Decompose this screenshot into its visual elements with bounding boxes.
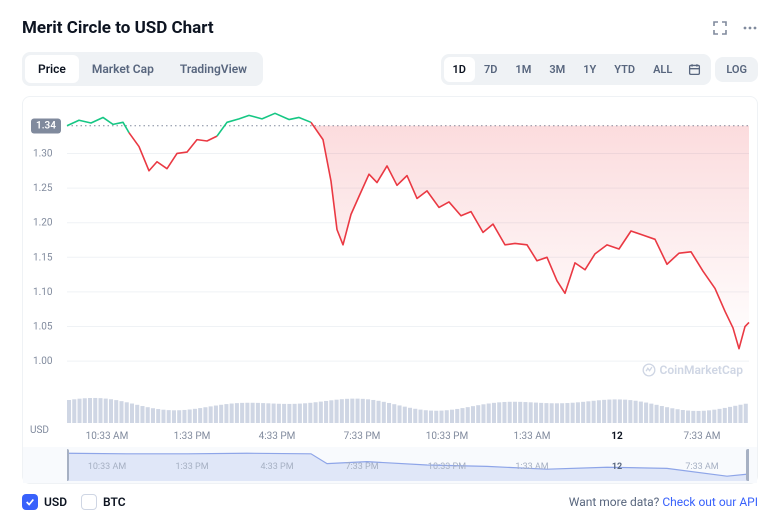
api-cta: Want more data? Check out our API (569, 495, 758, 509)
svg-text:10:33 PM: 10:33 PM (426, 431, 468, 442)
svg-text:1:33 PM: 1:33 PM (174, 431, 211, 442)
watermark: CoinMarketCap (642, 363, 743, 377)
range-1d[interactable]: 1D (444, 57, 475, 82)
svg-text:4:33 PM: 4:33 PM (260, 462, 293, 472)
svg-text:7:33 AM: 7:33 AM (683, 431, 720, 442)
range-all[interactable]: ALL (644, 57, 681, 82)
range-tabs: 1D7D1M3M1YYTDALL (441, 54, 712, 85)
svg-text:1:33 PM: 1:33 PM (175, 462, 208, 472)
tab-tradingview[interactable]: TradingView (167, 55, 260, 83)
svg-text:7:33 PM: 7:33 PM (344, 431, 381, 442)
range-7d[interactable]: 7D (475, 57, 506, 82)
svg-text:10:33 PM: 10:33 PM (428, 462, 466, 472)
svg-text:1.20: 1.20 (33, 218, 53, 229)
range-1y[interactable]: 1Y (574, 57, 605, 82)
svg-text:10:33 AM: 10:33 AM (88, 462, 127, 472)
volume-bars: USD (23, 387, 757, 425)
toggle-btc[interactable]: BTC (81, 494, 126, 510)
price-chart[interactable]: 1.00 1.05 1.10 1.15 1.20 1.25 1.30 1.34 CoinMa… (23, 97, 757, 387)
x-axis: 10:33 AM 1:33 PM 4:33 PM 7:33 PM 10:33 PM 1:3… (23, 425, 757, 447)
svg-text:1.25: 1.25 (33, 183, 53, 194)
range-3m[interactable]: 3M (540, 57, 574, 82)
expand-icon[interactable] (712, 20, 728, 36)
svg-text:1:33 AM: 1:33 AM (515, 462, 548, 472)
api-link[interactable]: Check out our API (662, 495, 758, 509)
more-icon[interactable] (742, 20, 758, 36)
svg-text:1.05: 1.05 (33, 322, 53, 333)
page-title: Merit Circle to USD Chart (22, 18, 214, 38)
svg-text:1.10: 1.10 (33, 287, 53, 298)
svg-text:7:33 PM: 7:33 PM (345, 462, 378, 472)
svg-text:12: 12 (612, 462, 622, 472)
svg-text:1.00: 1.00 (33, 356, 53, 367)
price-badge: 1.34 (31, 118, 61, 133)
calendar-icon[interactable] (681, 57, 708, 82)
svg-text:10:33 AM: 10:33 AM (86, 431, 129, 442)
range-1m[interactable]: 1M (506, 57, 540, 82)
svg-text:1:33 AM: 1:33 AM (513, 431, 550, 442)
svg-text:4:33 PM: 4:33 PM (259, 431, 296, 442)
range-ytd[interactable]: YTD (605, 57, 644, 82)
toggle-usd[interactable]: USD (22, 494, 67, 510)
tab-price[interactable]: Price (25, 55, 79, 83)
svg-text:1.15: 1.15 (33, 252, 53, 263)
svg-text:1.30: 1.30 (33, 148, 53, 159)
log-button[interactable]: LOG (715, 57, 758, 82)
tab-market-cap[interactable]: Market Cap (79, 55, 167, 83)
svg-text:12: 12 (611, 431, 623, 442)
view-tabs: PriceMarket CapTradingView (22, 52, 263, 86)
brush-chart[interactable]: 10:33 AM 1:33 PM 4:33 PM 7:33 PM 10:33 PM 1:3… (23, 447, 757, 483)
svg-text:7:33 AM: 7:33 AM (685, 462, 718, 472)
